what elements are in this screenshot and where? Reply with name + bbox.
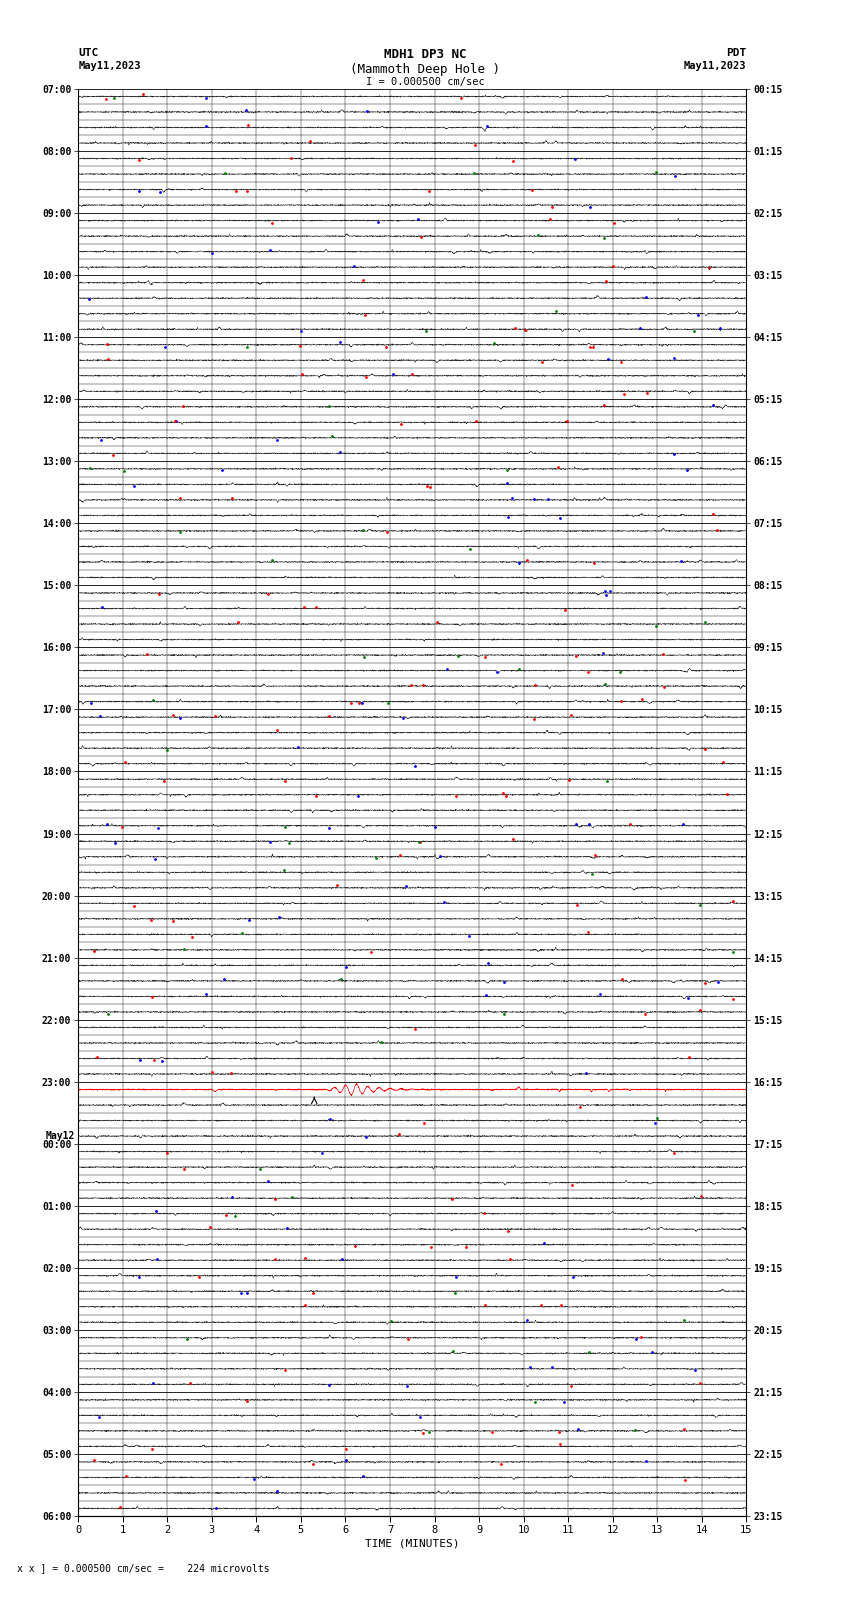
X-axis label: TIME (MINUTES): TIME (MINUTES) xyxy=(365,1539,460,1548)
Text: UTC: UTC xyxy=(78,48,99,58)
Text: MDH1 DP3 NC: MDH1 DP3 NC xyxy=(383,48,467,61)
Text: May12: May12 xyxy=(46,1131,75,1142)
Text: May11,2023: May11,2023 xyxy=(78,61,141,71)
Text: x x ] = 0.000500 cm/sec =    224 microvolts: x x ] = 0.000500 cm/sec = 224 microvolts xyxy=(17,1563,269,1573)
Text: PDT: PDT xyxy=(726,48,746,58)
Text: (Mammoth Deep Hole ): (Mammoth Deep Hole ) xyxy=(350,63,500,76)
Text: May11,2023: May11,2023 xyxy=(683,61,746,71)
Text: I = 0.000500 cm/sec: I = 0.000500 cm/sec xyxy=(366,77,484,87)
